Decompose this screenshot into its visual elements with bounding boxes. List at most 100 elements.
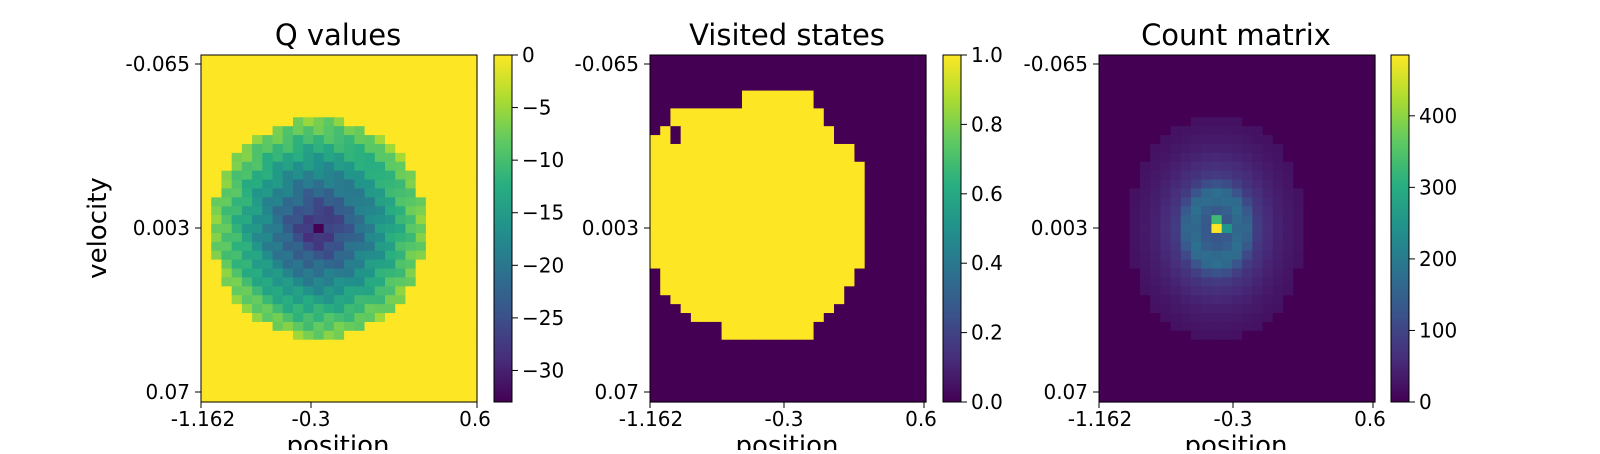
heatmap-cell: [915, 81, 927, 92]
heatmap-cell: [1364, 188, 1376, 198]
heatmap-cell: [864, 108, 876, 118]
heatmap-cell: [313, 215, 325, 225]
heatmap-cell: [1160, 206, 1172, 216]
heatmap-cell: [895, 81, 907, 92]
heatmap-cell: [1293, 232, 1305, 243]
heatmap-cell: [874, 339, 886, 350]
heatmap-cell: [231, 366, 243, 376]
heatmap-cell: [1180, 241, 1192, 252]
heatmap-cell: [711, 241, 723, 252]
heatmap-cell: [1160, 90, 1172, 101]
heatmap-cell: [864, 63, 876, 74]
heatmap-cell: [313, 339, 325, 350]
heatmap-cell: [1283, 81, 1294, 92]
heatmap-cell: [1344, 90, 1356, 101]
heatmap-cell: [793, 348, 804, 359]
heatmap-cell: [854, 152, 866, 163]
heatmap-cell: [282, 143, 294, 154]
heatmap-cell: [670, 117, 682, 127]
heatmap-cell: [895, 313, 907, 323]
heatmap-cell: [466, 366, 478, 376]
heatmap-cell: [711, 259, 723, 270]
heatmap-cell: [425, 384, 437, 394]
heatmap-cell: [425, 366, 437, 376]
heatmap: [650, 55, 927, 403]
colorbar-tick-label: 0.0: [971, 390, 1003, 414]
heatmap-cell: [834, 321, 845, 332]
heatmap-cell: [752, 170, 764, 181]
heatmap-cell: [313, 108, 325, 118]
heatmap-cell: [1191, 197, 1202, 207]
heatmap-cell: [211, 224, 223, 234]
heatmap-cell: [731, 206, 743, 216]
heatmap-cell: [731, 384, 743, 394]
heatmap-cell: [1119, 295, 1131, 305]
heatmap-cell: [1170, 126, 1182, 136]
heatmap-cell: [446, 81, 458, 92]
heatmap-cell: [772, 206, 784, 216]
heatmap-cell: [354, 268, 366, 279]
heatmap-cell: [252, 161, 263, 172]
heatmap-cell: [333, 188, 345, 198]
heatmap-cell: [333, 63, 345, 74]
heatmap-cell: [1160, 224, 1172, 234]
heatmap-cell: [395, 197, 407, 207]
heatmap-cell: [874, 250, 886, 261]
heatmap-cell: [1201, 250, 1213, 261]
heatmap-cell: [395, 313, 407, 323]
heatmap-cell: [885, 313, 896, 323]
heatmap-cell: [1231, 321, 1243, 332]
heatmap-cell: [1150, 224, 1161, 234]
heatmap-cell: [1180, 99, 1192, 109]
heatmap-cell: [1303, 357, 1315, 368]
heatmap-cell: [1313, 330, 1325, 341]
heatmap-cell: [762, 304, 774, 314]
heatmap-cell: [1364, 170, 1376, 181]
heatmap-cell: [446, 206, 458, 216]
heatmap-cell: [1191, 259, 1202, 270]
heatmap-cell: [844, 55, 856, 65]
heatmap-cell: [395, 268, 407, 279]
heatmap-cell: [303, 188, 315, 198]
heatmap-cell: [1344, 170, 1356, 181]
heatmap-cell: [221, 250, 233, 261]
heatmap-cell: [1201, 393, 1213, 403]
heatmap-cell: [772, 99, 784, 109]
heatmap-cell: [323, 339, 335, 350]
heatmap-cell: [721, 330, 733, 341]
heatmap-cell: [405, 339, 417, 350]
heatmap-cell: [711, 304, 723, 314]
heatmap-cell: [272, 286, 284, 296]
heatmap-cell: [374, 393, 386, 403]
heatmap-cell: [1099, 277, 1110, 287]
heatmap-cell: [415, 375, 427, 385]
heatmap-cell: [721, 259, 733, 270]
heatmap-cell: [293, 330, 304, 341]
heatmap-cell: [864, 206, 876, 216]
heatmap-cell: [721, 188, 733, 198]
heatmap-cell: [680, 170, 692, 181]
heatmap-cell: [874, 143, 886, 154]
heatmap-cell: [1283, 339, 1294, 350]
heatmap-cell: [1221, 161, 1233, 172]
heatmap-cell: [864, 81, 876, 92]
heatmap-cell: [1191, 152, 1202, 163]
x-axis-label: position: [736, 431, 839, 450]
heatmap-cell: [711, 330, 723, 341]
heatmap-cell: [303, 348, 315, 359]
heatmap-cell: [1313, 55, 1325, 65]
heatmap-cell: [731, 152, 743, 163]
heatmap-cell: [874, 304, 886, 314]
heatmap-cell: [446, 384, 458, 394]
heatmap-cell: [303, 72, 315, 83]
heatmap-cell: [905, 286, 917, 296]
heatmap-cell: [405, 384, 417, 394]
heatmap-cell: [374, 117, 386, 127]
heatmap-cell: [752, 152, 764, 163]
heatmap-cell: [1272, 384, 1284, 394]
heatmap-cell: [915, 99, 927, 109]
heatmap-cell: [915, 304, 927, 314]
heatmap-cell: [436, 108, 447, 118]
heatmap-cell: [1201, 179, 1213, 190]
heatmap-cell: [772, 161, 784, 172]
